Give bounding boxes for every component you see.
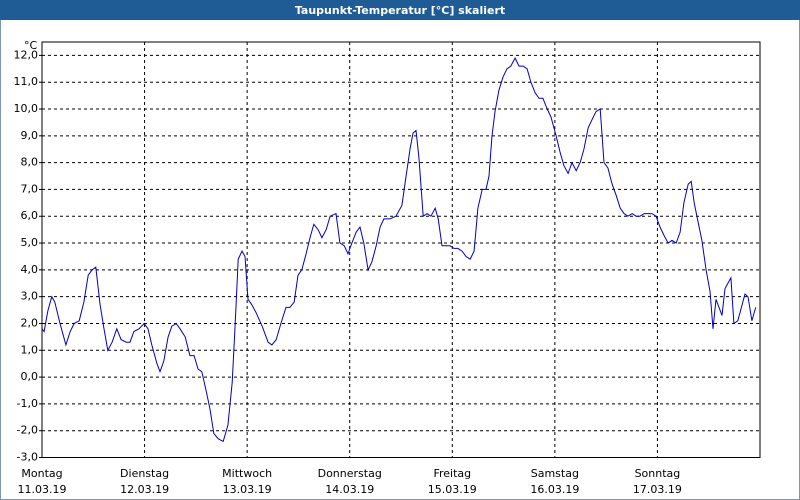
y-tick-label: 12,0: [14, 48, 39, 61]
x-tick-date: 11.03.19: [18, 483, 67, 496]
y-tick-label: 7,0: [21, 182, 39, 195]
y-tick-label: 4,0: [21, 263, 39, 276]
y-tick-label: 0,0: [21, 370, 39, 383]
x-tick-date: 15.03.19: [428, 483, 477, 496]
y-tick-label: 5,0: [21, 236, 39, 249]
y-tick-label: 1,0: [21, 343, 39, 356]
x-tick-label: Sonntag: [635, 467, 681, 480]
y-tick-label: 8,0: [21, 156, 39, 169]
y-tick-label: -3,0: [17, 451, 38, 464]
x-tick-date: 16.03.19: [530, 483, 579, 496]
y-tick-label: 9,0: [21, 129, 39, 142]
y-tick-label: -2,0: [17, 424, 38, 437]
x-tick-label: Donnerstag: [318, 467, 382, 480]
y-axis-label: °C: [24, 39, 38, 52]
y-tick-label: 10,0: [14, 102, 39, 115]
y-tick-label: -1,0: [17, 397, 38, 410]
x-tick-label: Dienstag: [120, 467, 169, 480]
x-tick-date: 12.03.19: [120, 483, 169, 496]
y-tick-label: 2,0: [21, 316, 39, 329]
x-tick-date: 14.03.19: [325, 483, 374, 496]
plot-frame: [41, 41, 761, 458]
title-bar: [0, 0, 800, 20]
x-tick-date: 17.03.19: [633, 483, 682, 496]
x-tick-label: Samstag: [531, 467, 579, 480]
chart-title: Taupunkt-Temperatur [°C] skaliert: [295, 4, 505, 17]
data-line: [41, 57, 757, 443]
y-tick-label: 11,0: [14, 75, 39, 88]
x-tick-label: Montag: [21, 467, 62, 480]
y-tick-label: 3,0: [21, 290, 39, 303]
y-tick-label: 6,0: [21, 209, 39, 222]
x-tick-label: Freitag: [433, 467, 471, 480]
x-tick-label: Mittwoch: [222, 467, 272, 480]
x-tick-date: 13.03.19: [223, 483, 272, 496]
